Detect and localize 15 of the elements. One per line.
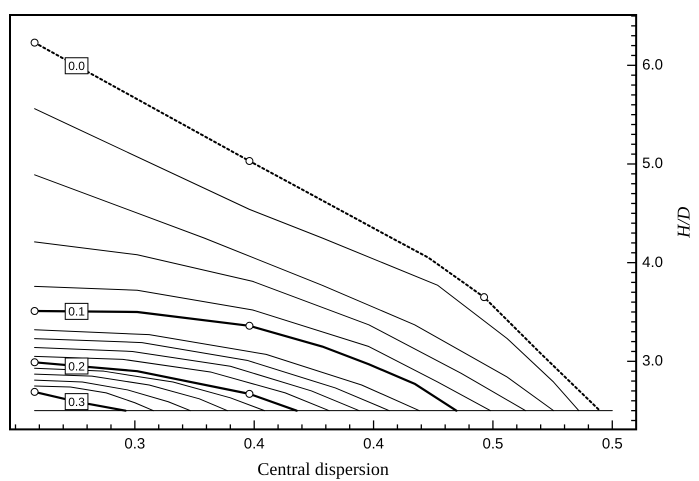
y-tick-label: 6.0: [642, 56, 664, 74]
x-tick-label: 0.4: [244, 436, 265, 453]
x-tick-label: 0.4: [363, 436, 384, 453]
series-label: 0.0: [68, 59, 86, 74]
series-label: 0.3: [68, 394, 86, 409]
x-tick-label: 0.5: [482, 436, 504, 453]
x-axis-title: Central dispersion: [257, 458, 389, 479]
series-label: 0.2: [68, 359, 86, 374]
x-tick-label: 0.5: [602, 436, 623, 453]
series-label: 0.1: [68, 304, 86, 319]
y-tick-label: 3.0: [642, 352, 664, 370]
x-tick-label: 0.3: [124, 436, 146, 453]
y-tick-label: 4.0: [642, 254, 664, 271]
y-tick-label: 5.0: [642, 155, 664, 172]
y-axis-title: H/D: [674, 206, 694, 239]
